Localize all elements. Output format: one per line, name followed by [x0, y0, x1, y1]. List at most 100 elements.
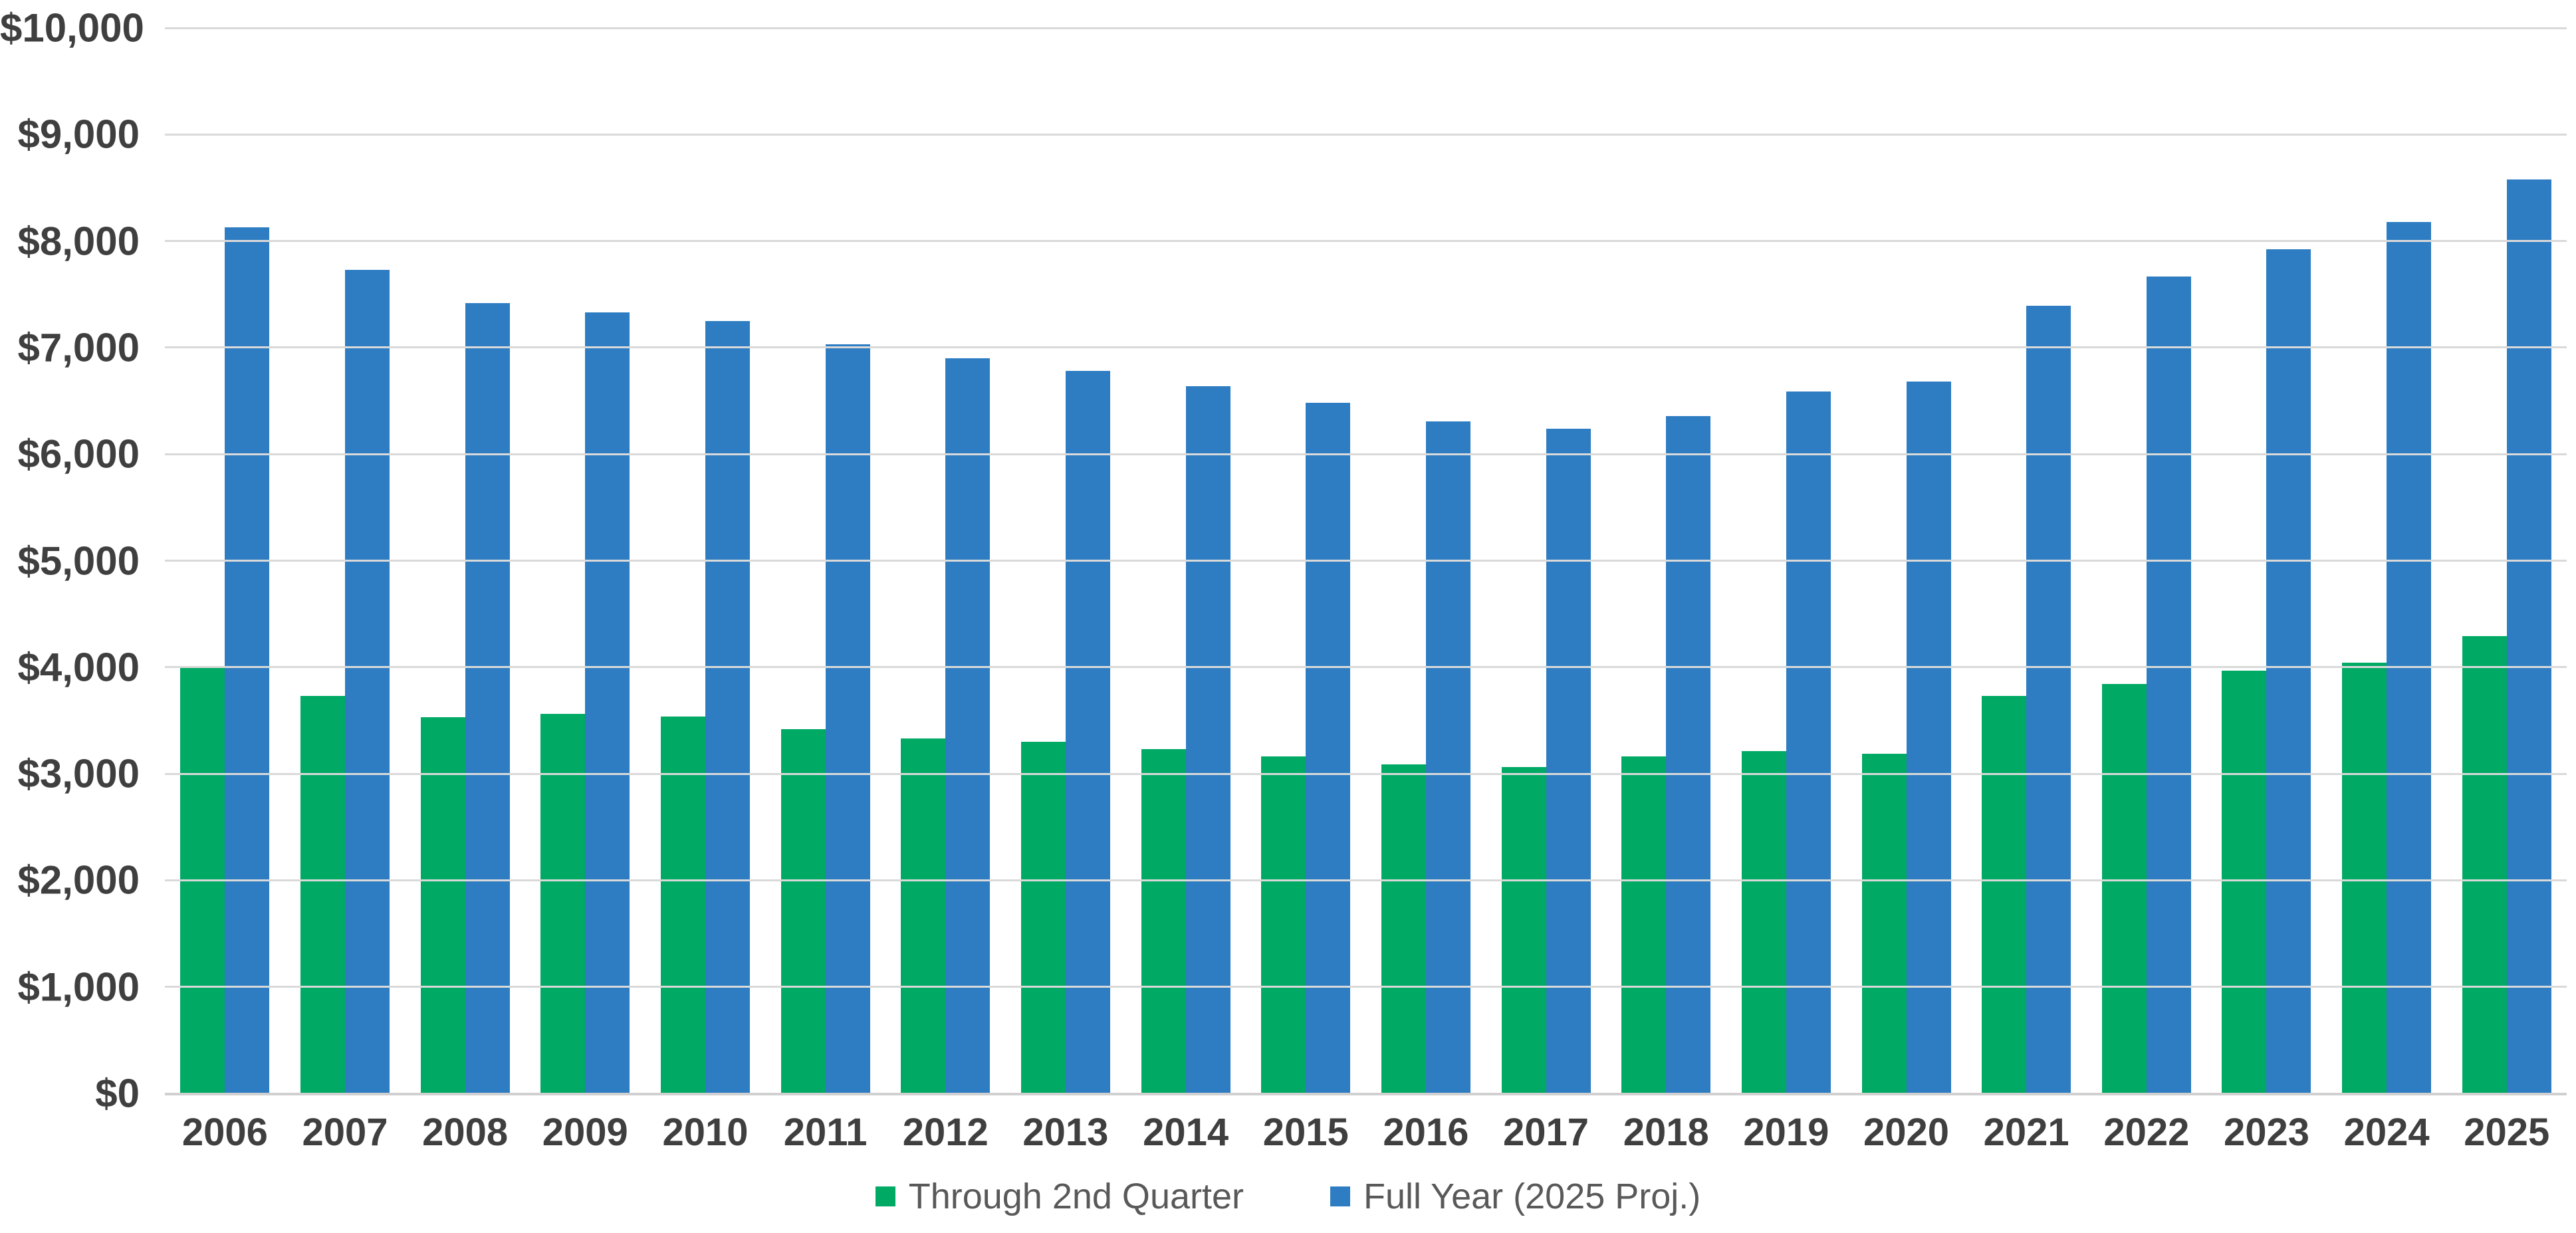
x-axis-label-2013: 2013: [1022, 1111, 1109, 1154]
gridline: [165, 560, 2567, 562]
bar-2007-through-2nd-quarter: [300, 696, 345, 1093]
bar-2015-through-2nd-quarter: [1261, 756, 1306, 1093]
x-axis-label-2010: 2010: [662, 1111, 749, 1154]
bar-group-2008: [405, 28, 525, 1093]
x-axis-label-2012: 2012: [902, 1111, 989, 1154]
bar-2011-full-year-2025-proj: [825, 344, 870, 1093]
legend: Through 2nd Quarter Full Year (2025 Proj.…: [0, 1170, 2576, 1223]
bar-2025-through-2nd-quarter: [2462, 636, 2507, 1093]
gridline: [165, 879, 2567, 881]
bar-2012-full-year-2025-proj: [945, 358, 991, 1093]
gridline: [165, 453, 2567, 455]
bar-2008-full-year-2025-proj: [465, 302, 510, 1093]
bar-group-2023: [2206, 28, 2327, 1093]
bar-2007-full-year-2025-proj: [344, 269, 390, 1093]
x-axis-label-2024: 2024: [2343, 1111, 2430, 1154]
x-axis-label-2009: 2009: [542, 1111, 628, 1154]
y-axis-tick-label: $6,000: [17, 431, 140, 477]
bar-group-2013: [1006, 28, 1126, 1093]
bar-2011-through-2nd-quarter: [780, 729, 826, 1093]
bar-2020-through-2nd-quarter: [1861, 753, 1907, 1093]
gridline: [165, 27, 2567, 29]
bar-2019-through-2nd-quarter: [1741, 751, 1786, 1093]
bar-group-2009: [525, 28, 645, 1093]
bar-groups: [165, 28, 2567, 1093]
bar-group-2012: [885, 28, 1006, 1093]
bar-group-2024: [2327, 28, 2447, 1093]
y-axis-tick-label: $7,000: [17, 325, 140, 370]
x-axis-label-2011: 2011: [783, 1111, 868, 1154]
x-axis-label-2015: 2015: [1262, 1111, 1349, 1154]
bar-2010-full-year-2025-proj: [705, 320, 750, 1093]
bar-2016-full-year-2025-proj: [1425, 421, 1470, 1093]
bar-2014-full-year-2025-proj: [1185, 386, 1230, 1093]
x-axis-label-2006: 2006: [181, 1111, 268, 1154]
bar-2021-through-2nd-quarter: [1982, 696, 2027, 1093]
y-axis-tick-label: $0: [95, 1071, 140, 1116]
legend-item-full-year-2025-proj: Full Year (2025 Proj.): [1330, 1176, 1700, 1217]
bar-2017-full-year-2025-proj: [1546, 428, 1591, 1093]
y-axis-tick-label: $3,000: [17, 751, 140, 796]
bar-group-2018: [1606, 28, 1726, 1093]
bar-group-2006: [165, 28, 285, 1093]
bar-2013-full-year-2025-proj: [1065, 371, 1110, 1093]
bar-group-2020: [1846, 28, 1966, 1093]
legend-swatch-icon: [1330, 1186, 1351, 1206]
bar-group-2022: [2087, 28, 2207, 1093]
bar-2009-through-2nd-quarter: [540, 714, 586, 1093]
y-axis-tick-label: $9,000: [17, 112, 140, 157]
y-axis-tick-label: $2,000: [17, 857, 140, 903]
x-axis-label-2019: 2019: [1743, 1111, 1829, 1154]
bar-group-2007: [285, 28, 406, 1093]
x-axis-label-2008: 2008: [422, 1111, 509, 1154]
bar-group-2021: [1966, 28, 2087, 1093]
bar-group-2016: [1366, 28, 1486, 1093]
y-axis-tick-label: $1,000: [17, 964, 140, 1010]
bar-2009-full-year-2025-proj: [585, 312, 630, 1093]
bar-2016-through-2nd-quarter: [1381, 764, 1426, 1093]
x-axis-baseline: [165, 1092, 2567, 1095]
bar-2021-full-year-2025-proj: [2026, 306, 2071, 1093]
y-axis-tick-label: $4,000: [17, 645, 140, 690]
gridline: [165, 772, 2567, 775]
x-axis-label-2007: 2007: [302, 1111, 388, 1154]
x-axis-label-2020: 2020: [1863, 1111, 1950, 1154]
bar-group-2011: [765, 28, 885, 1093]
bar-2020-full-year-2025-proj: [1906, 382, 1951, 1093]
plot-area: [165, 27, 2567, 1095]
y-axis: $0 $1,000 $2,000 $3,000 $4,000 $5,000 $6,000 $7…: [0, 6, 165, 1116]
bar-2018-through-2nd-quarter: [1621, 756, 1667, 1093]
bar-2006-full-year-2025-proj: [225, 227, 270, 1093]
bar-2012-through-2nd-quarter: [901, 738, 946, 1093]
x-axis-label-2014: 2014: [1143, 1111, 1229, 1154]
x-axis-label-2022: 2022: [2103, 1111, 2190, 1154]
gridline: [165, 346, 2567, 349]
legend-label: Full Year (2025 Proj.): [1363, 1177, 1701, 1216]
y-axis-tick-label: $5,000: [17, 538, 140, 583]
x-axis-label-2025: 2025: [2464, 1111, 2550, 1154]
bar-2015-full-year-2025-proj: [1306, 403, 1351, 1093]
x-axis-label-2023: 2023: [2223, 1111, 2309, 1154]
gridline: [165, 240, 2567, 243]
bar-2010-through-2nd-quarter: [660, 716, 705, 1093]
bar-2023-full-year-2025-proj: [2266, 249, 2311, 1093]
y-axis-tick-label: $10,000: [0, 5, 144, 51]
bar-2022-full-year-2025-proj: [2146, 276, 2191, 1093]
bar-2025-full-year-2025-proj: [2506, 179, 2551, 1093]
x-axis-label-2018: 2018: [1623, 1111, 1709, 1154]
bar-2024-full-year-2025-proj: [2387, 221, 2432, 1093]
legend-swatch-icon: [875, 1186, 895, 1206]
bar-group-2014: [1125, 28, 1246, 1093]
bar-2013-through-2nd-quarter: [1020, 742, 1066, 1093]
gridline: [165, 133, 2567, 136]
legend-label: Through 2nd Quarter: [908, 1177, 1244, 1216]
bar-2018-full-year-2025-proj: [1666, 415, 1711, 1093]
x-axis-label-2017: 2017: [1503, 1111, 1589, 1154]
bar-2019-full-year-2025-proj: [1786, 391, 1831, 1093]
gridline: [165, 666, 2567, 669]
x-axis-label-2016: 2016: [1383, 1111, 1469, 1154]
bar-2023-through-2nd-quarter: [2222, 670, 2267, 1093]
bar-2017-through-2nd-quarter: [1501, 767, 1546, 1093]
x-axis: 2006 2007 2008 2009 2010 2011 2012 2013 2014 2015…: [165, 1106, 2567, 1159]
